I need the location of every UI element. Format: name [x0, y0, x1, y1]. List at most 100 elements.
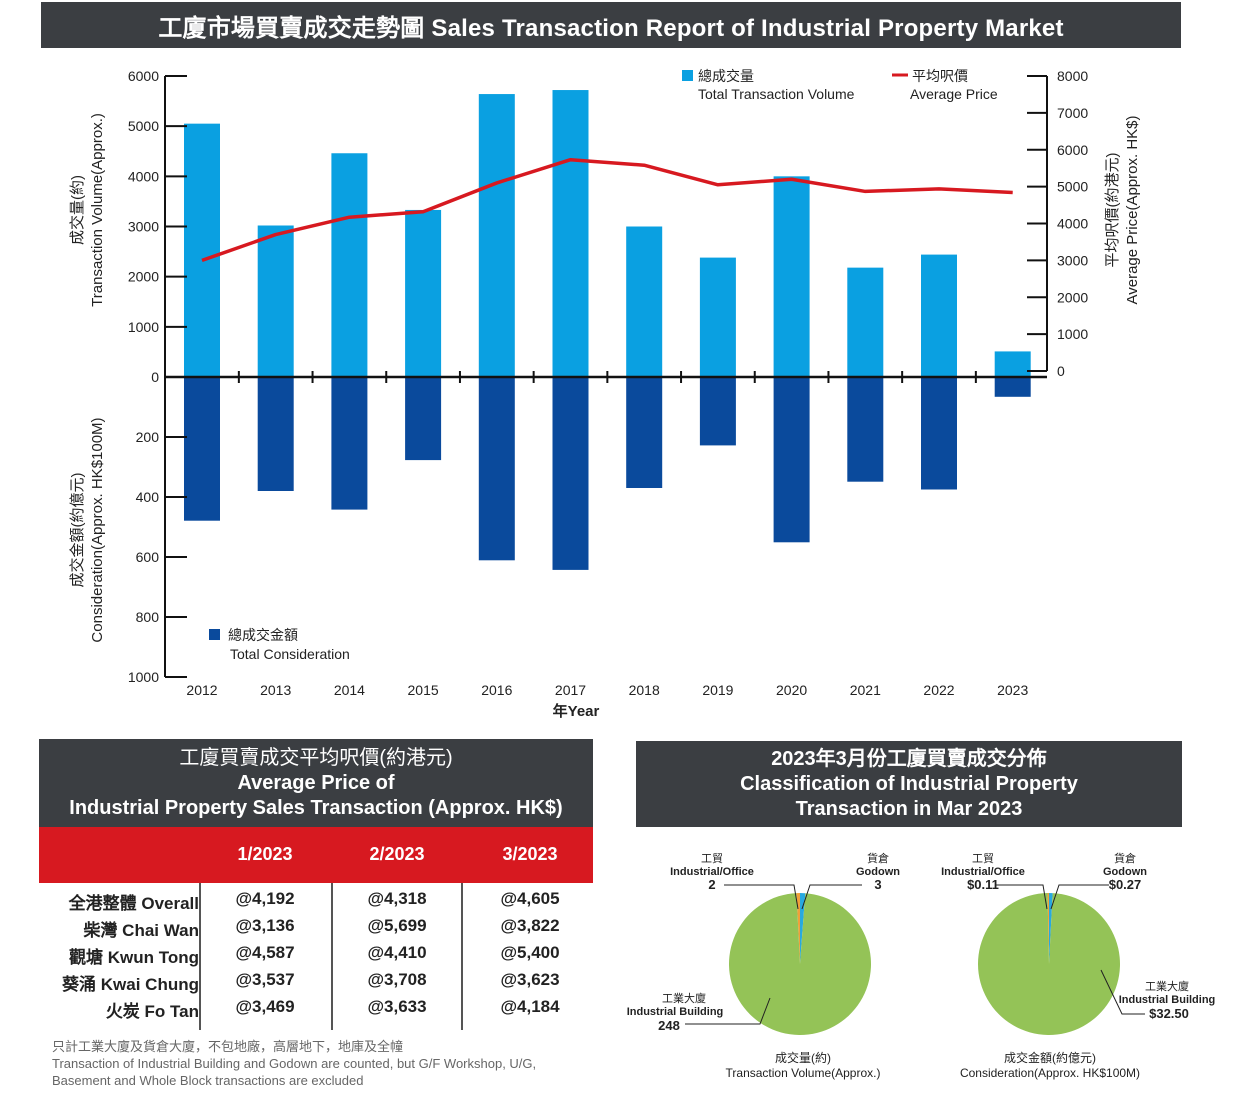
price-cell: @4,192: [235, 889, 295, 908]
slice-value: 248: [658, 1018, 680, 1033]
volume-bar: [552, 90, 589, 377]
volume-bar: [331, 153, 368, 377]
price-cell: @3,822: [500, 916, 560, 935]
lower-tick-label: 1000: [128, 669, 159, 685]
table-row: 葵涌 Kwai Chung @3,537 @3,708 @3,623: [39, 967, 593, 994]
consideration-legend-swatch: [209, 629, 220, 640]
pie-caption-cn: 成交量(約): [775, 1050, 831, 1065]
slice-label-en: Industrial Building: [627, 1006, 724, 1018]
district-name: 葵涌 Kwai Chung: [62, 975, 199, 994]
classification-header: 2023年3月份工廈買賣成交分佈 Classification of Indus…: [636, 741, 1182, 827]
left-tick-label: 4000: [128, 168, 159, 184]
price-cell: @4,184: [500, 997, 560, 1016]
district-name: 柴灣 Chai Wan: [83, 921, 199, 940]
right-tick-label: 7000: [1057, 105, 1088, 121]
price-legend-cn: 平均呎價: [912, 68, 968, 84]
classification-header-line-2: Classification of Industrial Property: [740, 772, 1078, 795]
consideration-bar: [184, 377, 220, 521]
year-label: 2018: [629, 682, 660, 698]
price-cell: @3,469: [235, 997, 295, 1016]
price-cell: @5,699: [367, 916, 427, 935]
pie-slice-industrial-building: [729, 893, 871, 1035]
price-legend-en: Average Price: [910, 86, 998, 102]
year-label: 2021: [850, 682, 881, 698]
left-tick-label: 2000: [128, 269, 159, 285]
lower-tick-label: 400: [136, 489, 160, 505]
leader-line: [995, 884, 1048, 910]
price-header-line-1: 工廈買賣成交平均呎價(約港元): [179, 746, 453, 769]
table-divider: [331, 883, 333, 1030]
x-axis-title: 年Year: [553, 702, 600, 720]
price-cell: @4,410: [367, 943, 427, 962]
year-label: 2017: [555, 682, 586, 698]
column-header: 3/2023: [502, 844, 558, 864]
volume-bar: [184, 123, 220, 378]
price-cell: @4,318: [367, 889, 427, 908]
leader-line: [801, 884, 862, 910]
year-label: 2015: [408, 682, 439, 698]
leader-line: [1100, 969, 1145, 1015]
right-axis-title-cn: 平均呎價(約港元): [1104, 153, 1121, 268]
pie-caption-cn: 成交金額(約億元): [1004, 1050, 1096, 1065]
volume-bar: [921, 254, 957, 377]
pie-slice-godown: [800, 893, 806, 964]
lower-tick-label: 200: [136, 429, 160, 445]
year-label: 2016: [481, 682, 512, 698]
slice-label-en: Industrial/Office: [670, 866, 754, 878]
pie-caption-en: Consideration(Approx. HK$100M): [960, 1066, 1140, 1080]
column-header: 2/2023: [369, 844, 425, 864]
table-divider: [199, 883, 201, 1030]
year-label: 2012: [186, 682, 217, 698]
volume-bar: [994, 351, 1031, 377]
right-tick-label: 3000: [1057, 252, 1088, 268]
slice-label-cn: 貨倉: [1114, 851, 1136, 865]
volume-bar: [847, 267, 884, 377]
table-divider: [461, 883, 463, 1030]
price-cell: @3,623: [500, 970, 560, 989]
right-tick-label: 6000: [1057, 142, 1088, 158]
footnote-line: Basement and Whole Block transactions ar…: [52, 1073, 364, 1088]
slice-label-cn: 工貿: [701, 852, 723, 865]
consideration-bar: [921, 377, 957, 490]
slice-label-en: Godown: [1103, 866, 1147, 878]
district-name: 觀塘 Kwun Tong: [69, 948, 199, 967]
volume-bar: [405, 209, 442, 377]
pie-slice-godown: [1049, 893, 1053, 964]
slice-value: 3: [874, 877, 881, 892]
district-name: 火炭 Fo Tan: [105, 1002, 199, 1021]
consideration-bar: [626, 377, 663, 488]
price-cell: @4,605: [500, 889, 560, 908]
slice-label-en: Industrial Building: [1119, 994, 1216, 1006]
price-cell: @3,633: [367, 997, 427, 1016]
pie-slice-industrial-office: [796, 893, 800, 964]
price-cell: @3,537: [235, 970, 295, 989]
district-name: 全港整體 Overall: [68, 894, 199, 913]
left-tick-label: 1000: [128, 319, 159, 335]
lower-tick-label: 600: [136, 549, 160, 565]
classification-pies: 工貿Industrial/Office2貨倉Godown3工業大廈Industr…: [627, 851, 1216, 1080]
classification-header-line-1: 2023年3月份工廈買賣成交分佈: [771, 747, 1047, 770]
average-price-line: [201, 157, 1013, 263]
volume-bar: [773, 176, 810, 377]
price-cell: @3,136: [235, 916, 295, 935]
footnote-line: Transaction of Industrial Building and G…: [52, 1056, 537, 1071]
volume-bar: [626, 226, 663, 377]
slice-value: $0.27: [1109, 877, 1142, 892]
year-label: 2013: [260, 682, 291, 698]
consideration-bar: [773, 377, 810, 543]
right-tick-label: 4000: [1057, 216, 1088, 232]
table-row: 觀塘 Kwun Tong @4,587 @4,410 @5,400: [39, 940, 593, 967]
table-footnote: 只計工業大廈及貨倉大廈，不包地廠，高層地下，地庫及全幢 Transaction …: [52, 1038, 612, 1089]
footnote-line: 只計工業大廈及貨倉大廈，不包地廠，高層地下，地庫及全幢: [52, 1039, 404, 1054]
consideration-legend-cn: 總成交金額: [228, 627, 298, 643]
consideration-bar: [552, 377, 589, 570]
main-chart: 6000 5000 4000 3000 2000 1000 0 200 400 600 800 100…: [68, 68, 1141, 720]
right-tick-label: 2000: [1057, 289, 1088, 305]
right-tick-label: 0: [1057, 363, 1065, 379]
left-upper-axis-title-cn: 成交量(約): [68, 175, 86, 245]
year-label: 2019: [702, 682, 733, 698]
consideration-bar: [405, 377, 442, 461]
table-row: 柴灣 Chai Wan @3,136 @5,699 @3,822: [39, 913, 593, 940]
price-cell: @5,400: [500, 943, 560, 962]
left-tick-label: 0: [151, 369, 159, 385]
